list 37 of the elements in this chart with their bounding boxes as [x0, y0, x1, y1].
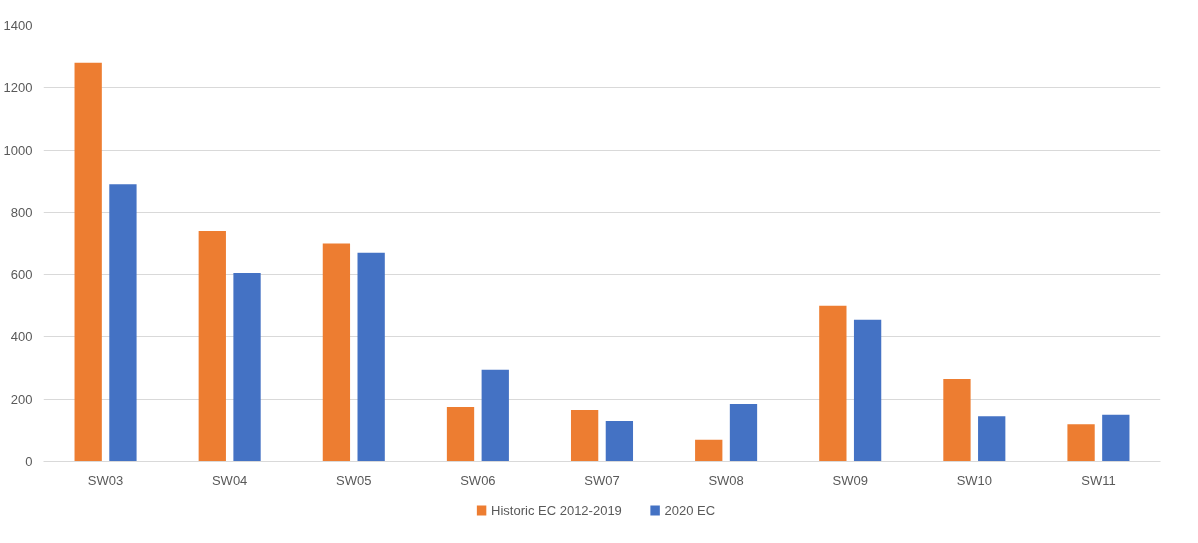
x-tick-label: SW09 [832, 472, 868, 488]
y-tick-label: 200 [10, 391, 33, 407]
bar [481, 369, 509, 462]
y-tick-label: 800 [10, 204, 33, 220]
bar [233, 273, 261, 462]
x-tick-label: SW11 [1081, 472, 1116, 488]
x-tick-label: SW05 [336, 472, 372, 488]
legend-label: Historic EC 2012-2019 [491, 503, 622, 518]
bar [1102, 414, 1130, 462]
bar [109, 184, 137, 462]
y-tick-label: 1400 [3, 18, 33, 33]
bar [74, 62, 102, 462]
bar [695, 439, 723, 462]
x-tick-label: SW04 [211, 472, 248, 488]
y-tick-label: 1200 [3, 80, 33, 96]
bar [978, 416, 1006, 462]
bar [322, 243, 351, 462]
bar [853, 319, 882, 462]
legend-label: 2020 EC [664, 503, 716, 518]
bar [357, 252, 385, 462]
bar [198, 231, 226, 462]
bar [1067, 424, 1095, 462]
x-tick-label: SW07 [584, 472, 620, 488]
y-tick-label: 0 [25, 454, 33, 469]
y-tick-label: 1000 [3, 142, 33, 158]
x-tick-label: SW03 [87, 472, 124, 488]
y-tick-label: 400 [10, 329, 33, 345]
bar [943, 378, 971, 462]
x-tick-label: SW08 [708, 472, 744, 488]
bar [570, 410, 599, 462]
bar [729, 403, 758, 462]
y-tick-label: 600 [10, 267, 33, 283]
x-tick-label: SW10 [956, 472, 993, 488]
bar [446, 407, 475, 462]
x-tick-label: SW06 [460, 472, 496, 488]
bar [819, 305, 847, 462]
bar [605, 421, 634, 462]
